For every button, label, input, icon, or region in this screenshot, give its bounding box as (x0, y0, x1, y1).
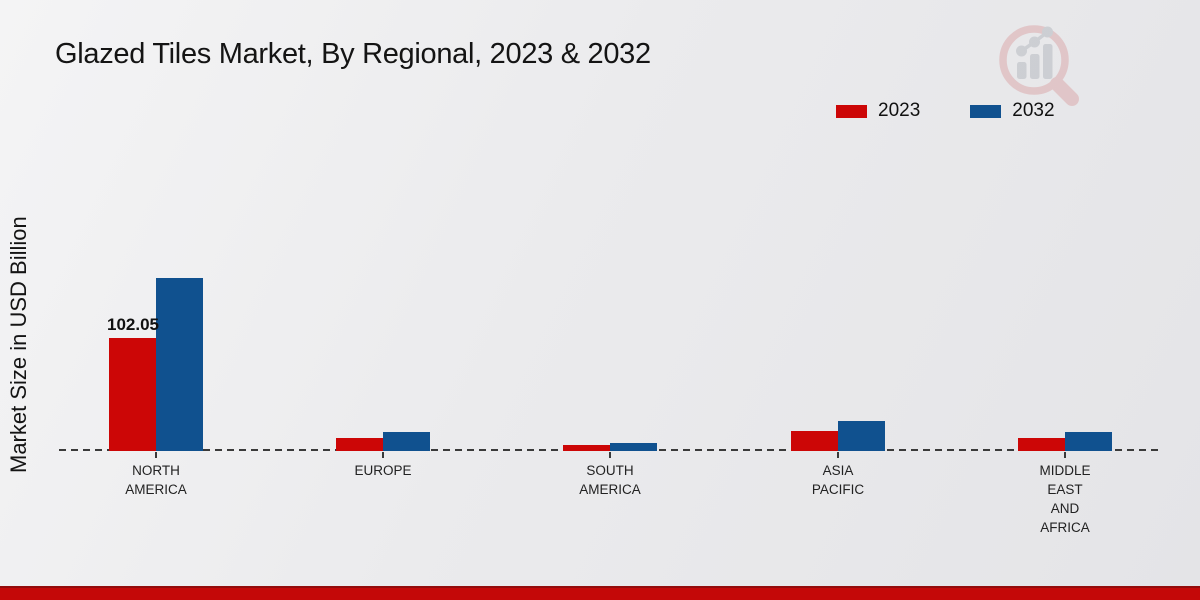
legend-label-2023: 2023 (878, 100, 921, 121)
bar-2032-europe (383, 432, 430, 451)
legend-swatch-2023 (836, 104, 867, 118)
bar-2023-south-america (563, 445, 610, 451)
category-label-europe: EUROPE (354, 463, 412, 478)
bar-2023-north-america (109, 338, 156, 451)
axis-tick (1064, 452, 1066, 458)
footer-red-bar (0, 586, 1200, 600)
legend-label-2032: 2032 (1012, 100, 1055, 121)
axis-tick (382, 452, 384, 458)
category-label-south-america: SOUTH AMERICA (579, 463, 641, 497)
bar-2032-south-america (610, 442, 657, 451)
legend: 2023 2032 (836, 100, 1055, 122)
legend-item-2032: 2032 (970, 100, 1055, 122)
y-axis-title: Market Size in USD Billion (6, 216, 31, 474)
value-label-na-2023: 102.05 (107, 315, 159, 335)
axis-tick (837, 452, 839, 458)
chart-title: Glazed Tiles Market, By Regional, 2023 &… (55, 38, 651, 70)
bar-2023-middle-east-africa (1018, 438, 1065, 451)
bar-2032-middle-east-africa (1065, 431, 1112, 451)
legend-item-2023: 2023 (836, 100, 920, 122)
bar-2023-europe (336, 437, 383, 451)
bar-2023-asia-pacific (791, 431, 838, 451)
category-label-north-america: NORTH AMERICA (125, 463, 187, 497)
bar-2032-asia-pacific (838, 421, 885, 451)
axis-tick (155, 452, 157, 458)
axis-tick (609, 452, 611, 458)
legend-swatch-2032 (970, 104, 1002, 118)
category-label-asia-pacific: ASIA PACIFIC (811, 463, 865, 497)
category-label-middle-east-africa: MIDDLE EAST AND AFRICA (1039, 463, 1091, 535)
bar-2032-north-america (156, 277, 203, 451)
magnifier-bar-chart-logo (999, 25, 1079, 106)
